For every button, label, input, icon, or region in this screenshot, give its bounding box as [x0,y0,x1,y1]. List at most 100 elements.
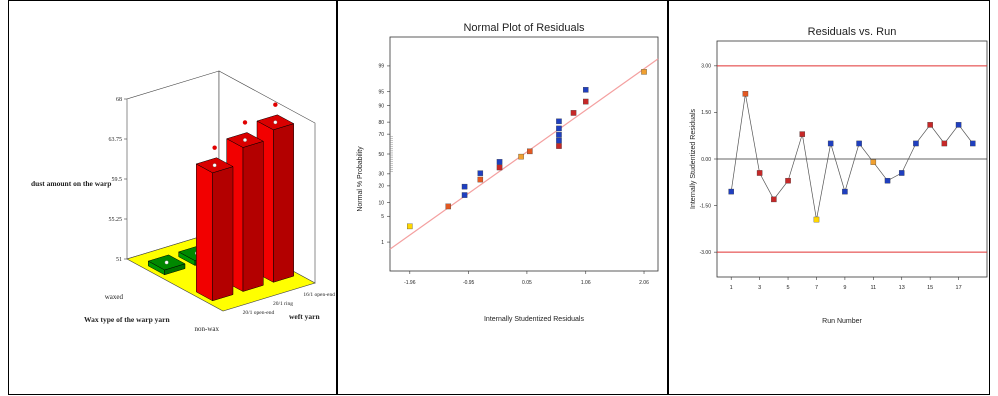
y-axis-title: Normal % Probability [357,146,364,212]
residual-point [477,176,484,183]
design-point [212,163,217,168]
y-tick-label: 3.00 [701,64,711,70]
x-tick-label: 5 [787,285,790,291]
bar-side-face [242,140,264,292]
y-tick-label: 0.00 [701,157,711,163]
x-tick-label: 7 [815,285,818,291]
x-tick-label: 0.05 [522,280,532,286]
residual-point [884,177,891,184]
y-tick-label: 70 [378,132,384,138]
y-axis-title: Internally Studentized Residuals [690,109,697,210]
y-tick-label: -1.50 [700,203,712,209]
normal-plot-chart: Normal Plot of Residuals 1 5 10 20 30 50 70 80 90… [357,22,659,323]
actual-point [242,120,248,125]
residual-point [407,223,413,230]
residual-point [641,69,647,75]
residual-point [583,87,589,93]
residual-point [461,183,468,190]
y-axis-title: weft yarn [289,312,320,321]
residual-point [842,188,848,195]
reference-line [389,58,659,250]
bar3d-chart: 51 55.25 59.5 63.75 68 waxed non-wax 20/1 open-… [31,70,335,333]
residual-point [856,140,862,147]
residual-point [583,98,589,105]
z-tick-label: 68 [116,97,122,103]
residual-point [913,140,919,147]
residual-point [955,122,962,128]
residual-point [771,196,777,203]
residual-point [728,188,734,195]
actual-point [212,145,217,150]
z-axis-title: dust amount on the warp [31,179,111,188]
y-tick-label: 20 [378,184,384,190]
y-category-label: 20/1 ring [273,301,293,307]
x-axis-title: Wax type of the warp yarn [84,315,170,324]
chart-title: Residuals vs. Run [808,26,897,38]
residual-point [799,131,806,137]
z-tick-label: 59.5 [112,177,123,183]
residual-point [445,203,452,210]
x-tick-label: 11 [870,285,876,291]
bar-front-face [196,163,213,302]
residual-point [970,140,976,147]
residual-point [556,143,562,149]
y-tick-label: 10 [378,200,384,206]
residual-point [941,140,948,147]
x-tick-label: 3 [758,285,761,291]
design-point [273,120,278,125]
y-tick-label: 90 [378,103,384,109]
y-tick-label: 1 [381,240,384,246]
y-tick-label: 95 [378,90,384,96]
y-tick-label: 30 [378,172,384,178]
residual-point [570,110,577,116]
normal-plot-panel: Normal Plot of Residuals 1 5 10 20 30 50 70 80 90… [337,0,668,395]
y-tick-label: 5 [381,214,384,220]
residual-point [496,159,503,165]
residual-point [518,153,524,160]
residual-point [477,170,484,176]
residual-point [556,137,562,144]
residual-point [556,118,562,125]
residuals-run-panel: Residuals vs. Run -3.00 -1.50 0.00 1.50 3.00 1… [668,0,990,395]
design-point [164,260,169,265]
residual-point [461,192,468,198]
y-category-label: 20/1 open-end [243,310,275,316]
residual-point [756,170,763,176]
y-tick-label: 80 [378,120,384,126]
chart-title: Normal Plot of Residuals [463,22,585,34]
bar3d-panel: 51 55.25 59.5 63.75 68 waxed non-wax 20/1 open-… [8,0,337,395]
y-tick-label: 1.50 [701,110,711,116]
residual-point [827,140,834,147]
y-category-label: 16/1 open-end [303,292,335,298]
x-category-label: waxed [105,293,124,301]
z-tick-label: 63.75 [109,137,123,143]
x-tick-label: 13 [899,285,905,291]
residual-point [742,91,749,97]
x-axis-title: Internally Studentized Residuals [484,316,585,323]
residual-point [870,159,877,165]
x-tick-label: 17 [956,285,962,291]
y-tick-label: -3.00 [700,250,712,256]
x-axis-title: Run Number [822,318,862,325]
residual-point [813,216,820,223]
residual-point [527,148,533,155]
x-tick-label: 1.06 [581,280,591,286]
z-tick-label: 55.25 [109,217,123,223]
residual-point [927,122,933,128]
x-tick-label: 1 [730,285,733,291]
residual-series-line [730,93,974,220]
bar-side-face [212,166,234,302]
bar-side-face [273,123,294,283]
y-tick-label: 99 [378,64,384,70]
residual-point [556,132,562,138]
x-tick-label: 9 [843,285,846,291]
x-tick-label: -0.95 [463,280,475,286]
x-tick-label: -1.96 [404,280,416,286]
residuals-run-chart: Residuals vs. Run -3.00 -1.50 0.00 1.50 3.00 1… [690,26,988,325]
x-tick-label: 15 [927,285,933,291]
actual-point [273,102,278,107]
residual-point [898,170,905,176]
residual-point [556,125,562,132]
x-category-label: non-wax [195,325,220,333]
x-tick-label: 2.06 [639,280,649,286]
